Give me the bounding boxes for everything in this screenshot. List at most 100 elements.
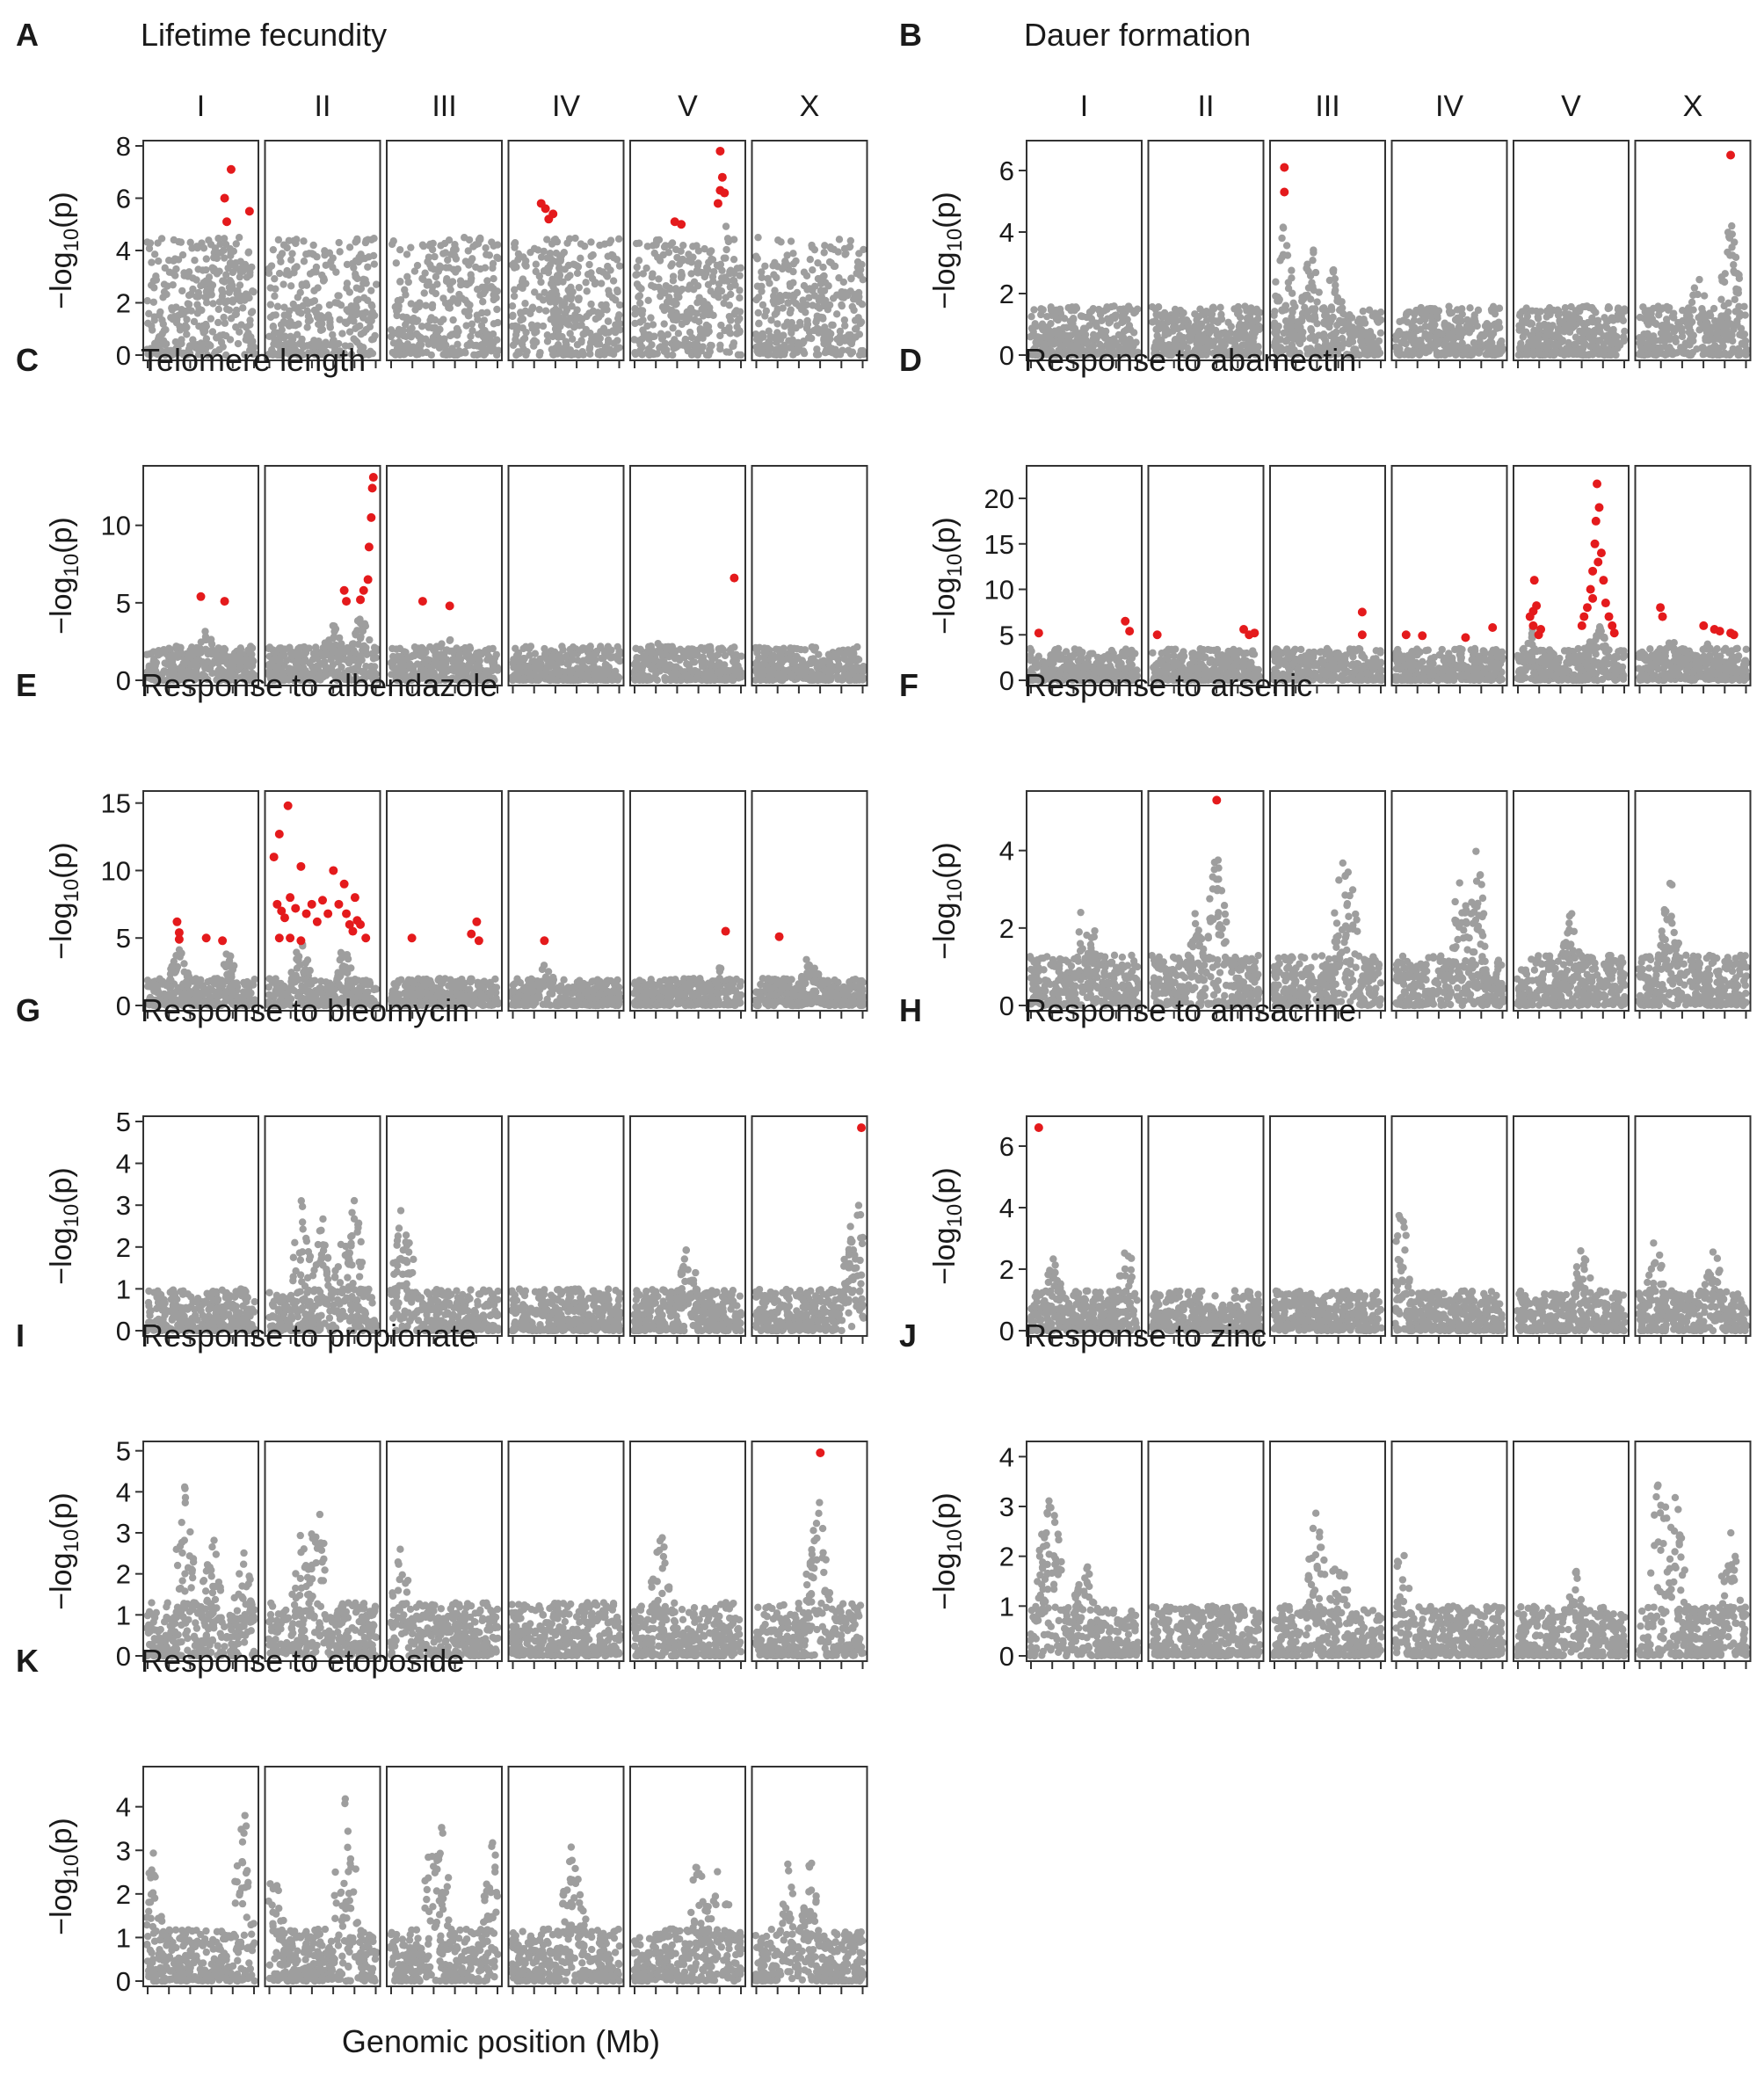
- significant-marker: [541, 204, 550, 214]
- marker: [535, 305, 543, 314]
- marker: [583, 287, 591, 295]
- marker: [1621, 327, 1629, 336]
- marker: [802, 323, 811, 332]
- marker: [1410, 316, 1419, 324]
- marker: [1728, 243, 1736, 251]
- marker: [208, 328, 217, 336]
- marker: [166, 346, 175, 355]
- marker: [1604, 317, 1612, 325]
- marker: [644, 296, 652, 304]
- marker: [1428, 323, 1436, 332]
- marker: [755, 320, 763, 328]
- marker: [207, 286, 215, 294]
- marker: [845, 346, 853, 354]
- marker: [184, 300, 192, 308]
- marker: [1447, 349, 1455, 357]
- marker: [577, 254, 584, 263]
- marker: [614, 235, 623, 243]
- marker: [637, 307, 646, 316]
- marker: [602, 345, 610, 352]
- marker: [1579, 329, 1587, 337]
- marker: [562, 338, 570, 345]
- marker: [181, 322, 190, 330]
- marker: [207, 315, 215, 323]
- marker: [265, 265, 273, 272]
- marker: [1306, 272, 1315, 280]
- marker: [1176, 331, 1184, 339]
- facet-chr-X: X: [751, 90, 868, 368]
- marker: [302, 296, 310, 304]
- marker: [490, 320, 498, 328]
- marker: [1315, 288, 1323, 296]
- marker: [1702, 329, 1711, 337]
- marker: [639, 316, 647, 324]
- marker: [571, 234, 579, 243]
- marker: [519, 323, 526, 332]
- marker: [369, 251, 378, 260]
- marker: [568, 335, 577, 343]
- facet-chr-I: I: [142, 90, 259, 368]
- marker: [1560, 320, 1568, 328]
- marker: [334, 299, 342, 308]
- marker: [1699, 311, 1708, 320]
- marker-cloud: [387, 234, 503, 359]
- marker: [615, 262, 624, 270]
- marker: [1491, 351, 1499, 359]
- marker: [1272, 330, 1281, 339]
- marker: [202, 299, 211, 307]
- marker: [631, 310, 639, 318]
- marker: [789, 250, 797, 258]
- marker: [1278, 253, 1286, 262]
- marker: [647, 281, 656, 290]
- marker: [441, 249, 450, 257]
- marker: [521, 300, 529, 308]
- marker: [396, 349, 403, 357]
- marker: [1470, 311, 1478, 319]
- marker: [767, 316, 775, 324]
- y-tick-label: 2: [999, 279, 1014, 309]
- marker: [1644, 330, 1651, 338]
- marker: [1288, 266, 1296, 274]
- marker: [573, 341, 582, 349]
- marker: [370, 260, 379, 268]
- marker: [1487, 330, 1496, 338]
- panel-letter: B: [899, 17, 922, 53]
- marker: [227, 279, 236, 287]
- marker: [293, 330, 301, 338]
- marker: [214, 318, 222, 327]
- marker: [222, 305, 231, 313]
- marker: [1571, 340, 1579, 348]
- marker: [609, 327, 617, 335]
- marker: [1686, 336, 1695, 344]
- marker: [493, 305, 501, 314]
- marker: [481, 347, 490, 356]
- marker: [1346, 311, 1354, 319]
- marker: [226, 259, 235, 267]
- significant-marker: [1280, 187, 1289, 197]
- marker: [786, 279, 794, 288]
- marker: [1395, 330, 1403, 338]
- marker: [1339, 327, 1347, 335]
- marker: [1448, 308, 1456, 316]
- marker: [733, 330, 741, 338]
- marker: [751, 330, 760, 338]
- marker: [1487, 338, 1495, 346]
- marker: [754, 233, 762, 242]
- marker: [489, 259, 497, 268]
- marker: [586, 329, 594, 338]
- marker: [352, 284, 360, 292]
- marker: [493, 253, 501, 261]
- marker: [1717, 295, 1725, 303]
- marker: [512, 336, 519, 344]
- marker: [169, 280, 177, 289]
- marker: [479, 289, 488, 298]
- marker: [359, 275, 367, 284]
- marker: [352, 272, 359, 281]
- marker-cloud: [1635, 221, 1751, 359]
- marker: [1287, 316, 1295, 324]
- marker-cloud: [1270, 223, 1385, 359]
- marker: [550, 319, 559, 328]
- marker: [668, 351, 677, 359]
- marker: [242, 336, 250, 344]
- y-tick-label: 6: [999, 156, 1014, 186]
